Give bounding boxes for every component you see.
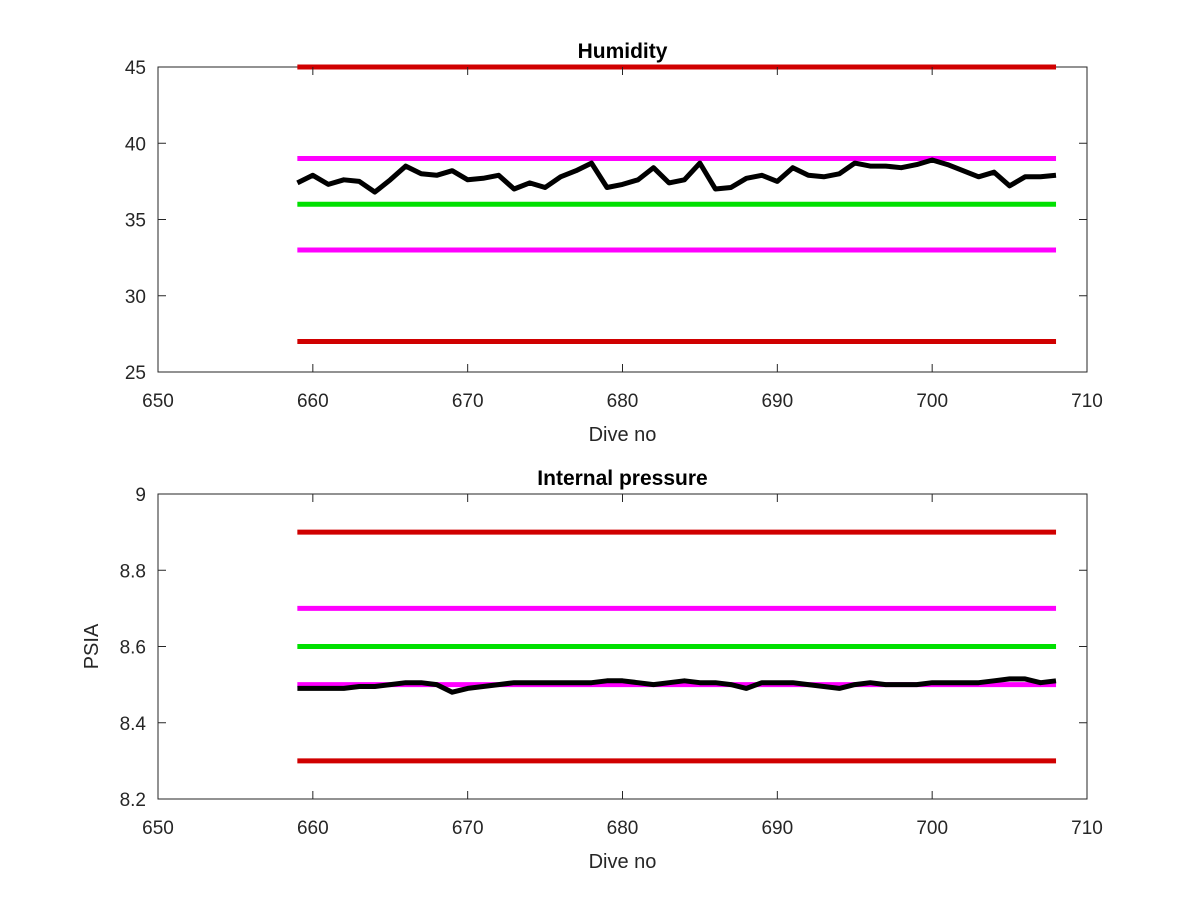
x-tick-label: 700 <box>916 391 948 412</box>
x-tick-label: 660 <box>297 818 329 839</box>
y-tick-label: 25 <box>125 363 146 384</box>
x-tick-label: 680 <box>607 818 639 839</box>
data-series-line <box>297 676 1057 695</box>
y-tick-label: 40 <box>125 134 146 155</box>
subplot-2: 650 660 670 680 690 700 710 8.2 8.4 8.6 8.8 9 Intern… <box>81 467 1103 873</box>
x-tick-label: 710 <box>1071 818 1103 839</box>
x-axis-label: Dive no <box>589 851 657 873</box>
axes-box <box>157 66 1088 373</box>
chart-title: Humidity <box>578 40 668 63</box>
y-tick-label: 30 <box>125 287 146 308</box>
data-series-line <box>296 157 1057 195</box>
y-tick-label: 8.8 <box>120 561 146 582</box>
y-tick-label: 9 <box>135 485 146 506</box>
chart-title: Internal pressure <box>537 467 707 490</box>
y-tick-label: 8.4 <box>120 714 147 735</box>
subplot-1: 650 660 670 680 690 700 710 25 30 35 40 45 Humidity D… <box>125 40 1103 446</box>
y-tick-label: 45 <box>125 58 146 79</box>
x-axis-label: Dive no <box>589 424 657 446</box>
x-tick-label: 690 <box>761 391 793 412</box>
x-tick-label: 650 <box>142 391 174 412</box>
x-tick-label: 680 <box>607 391 639 412</box>
x-tick-label: 700 <box>916 818 948 839</box>
y-tick-label: 8.6 <box>120 638 146 659</box>
x-tick-label: 670 <box>452 391 484 412</box>
y-tick-label: 35 <box>125 211 146 232</box>
x-tick-label: 650 <box>142 818 174 839</box>
x-tick-label: 670 <box>452 818 484 839</box>
x-tick-label: 660 <box>297 391 329 412</box>
x-tick-label: 690 <box>761 818 793 839</box>
x-tick-label: 710 <box>1071 391 1103 412</box>
y-tick-label: 8.2 <box>120 790 146 811</box>
y-axis-label: PSIA <box>81 623 103 669</box>
